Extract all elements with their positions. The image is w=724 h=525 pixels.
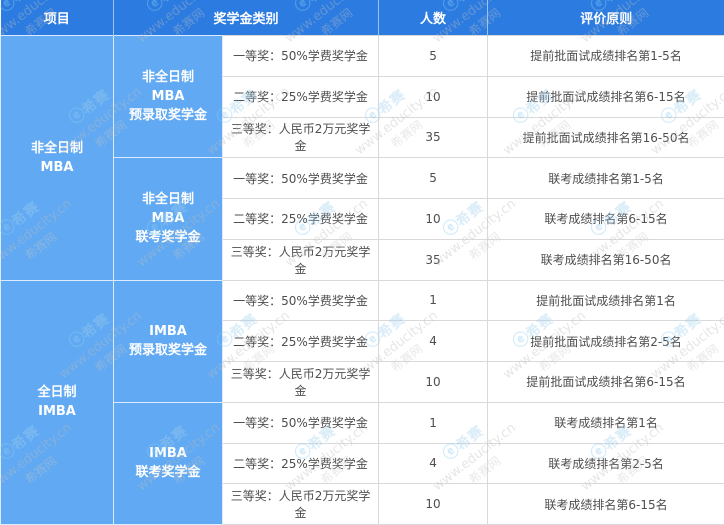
- count-cell: 10: [378, 75, 489, 118]
- header-project: 项目: [0, 0, 114, 36]
- project-cell: 非全日制 MBA: [0, 35, 114, 281]
- principle-cell: 提前批面试成绩排名第16-50名: [487, 116, 724, 159]
- count-cell: 4: [378, 442, 489, 485]
- table-body: 非全日制 MBA 非全日制 MBA 预录取奖学金 一等奖：50%学费奖学金 5 提前批面…: [0, 34, 724, 525]
- header-count: 人数: [378, 0, 488, 36]
- table-row: 非全日制 MBA 联考奖学金 一等奖：50%学费奖学金 5 联考成绩排名第1-5名: [1, 157, 724, 281]
- header-row: 项目 奖学金类别 人数 评价原则: [0, 0, 724, 36]
- principle-cell: 联考成绩排名第1-5名: [487, 157, 724, 199]
- category-cell: IMBA 联考奖学金: [113, 401, 223, 525]
- category-cell: 非全日制 MBA 预录取奖学金: [113, 34, 223, 159]
- award-cell: 三等奖：人民币2万元奖学金: [221, 238, 380, 281]
- award-cell: 二等奖：25%学费奖学金: [221, 320, 380, 362]
- principle-cell: 联考成绩排名第6-15名: [487, 483, 724, 525]
- award-cell: 一等奖：50%学费奖学金: [221, 279, 380, 322]
- count-cell: 35: [378, 116, 489, 159]
- principle-cell: 联考成绩排名第16-50名: [487, 238, 724, 281]
- award-cell: 一等奖：50%学费奖学金: [221, 157, 380, 199]
- table-row: 二等奖：25%学费奖学金 10 提前批面试成绩排名第6-15名: [1, 75, 724, 118]
- category-cell: 非全日制 MBA 联考奖学金: [113, 157, 223, 281]
- table-row: 三等奖：人民币2万元奖学金 35 联考成绩排名第16-50名: [1, 238, 724, 281]
- count-cell: 10: [378, 198, 489, 240]
- award-cell: 二等奖：25%学费奖学金: [221, 442, 380, 485]
- table-header: 项目 奖学金类别 人数 评价原则: [0, 0, 724, 36]
- table-row: 全日制 IMBA IMBA 预录取奖学金 一等奖：50%学费奖学金 1 提前批面试成绩排…: [0, 279, 724, 525]
- table-row: IMBA 联考奖学金 一等奖：50%学费奖学金 1 联考成绩排名第1名: [1, 401, 724, 525]
- table-row: 二等奖：25%学费奖学金 10 联考成绩排名第6-15名: [1, 198, 724, 240]
- table-row: 三等奖：人民币2万元奖学金 10 提前批面试成绩排名第6-15名: [1, 361, 724, 403]
- award-cell: 三等奖：人民币2万元奖学金: [221, 483, 380, 525]
- category-cell: IMBA 预录取奖学金: [113, 279, 223, 403]
- award-cell: 三等奖：人民币2万元奖学金: [221, 361, 380, 403]
- award-cell: 二等奖：25%学费奖学金: [221, 198, 380, 240]
- principle-cell: 提前批面试成绩排名第1名: [487, 279, 724, 322]
- award-cell: 一等奖：50%学费奖学金: [221, 401, 380, 444]
- table-row: 二等奖：25%学费奖学金 4 联考成绩排名第2-5名: [1, 442, 724, 485]
- count-cell: 4: [378, 320, 489, 362]
- principle-cell: 提前批面试成绩排名第6-15名: [487, 75, 724, 118]
- principle-cell: 联考成绩排名第6-15名: [487, 198, 724, 240]
- principle-cell: 联考成绩排名第1名: [487, 401, 724, 444]
- table-row: 二等奖：25%学费奖学金 4 提前批面试成绩排名第2-5名: [1, 320, 724, 362]
- count-cell: 5: [378, 35, 489, 77]
- count-cell: 35: [378, 238, 489, 281]
- table-row: 三等奖：人民币2万元奖学金 10 联考成绩排名第6-15名: [1, 483, 724, 525]
- count-cell: 1: [378, 279, 489, 322]
- header-principle: 评价原则: [487, 0, 724, 36]
- principle-cell: 提前批面试成绩排名第2-5名: [487, 320, 724, 362]
- award-cell: 一等奖：50%学费奖学金: [221, 35, 380, 77]
- header-category: 奖学金类别: [112, 0, 379, 36]
- award-cell: 三等奖：人民币2万元奖学金: [221, 116, 380, 159]
- principle-cell: 联考成绩排名第2-5名: [487, 442, 724, 485]
- principle-cell: 提前批面试成绩排名第1-5名: [487, 35, 724, 77]
- principle-cell: 提前批面试成绩排名第6-15名: [487, 361, 724, 403]
- award-cell: 二等奖：25%学费奖学金: [221, 75, 380, 118]
- project-cell: 全日制 IMBA: [0, 279, 114, 525]
- table-row: 非全日制 MBA 非全日制 MBA 预录取奖学金 一等奖：50%学费奖学金 5 提前批面…: [0, 34, 724, 281]
- count-cell: 10: [378, 361, 489, 403]
- count-cell: 10: [378, 483, 489, 525]
- count-cell: 5: [378, 157, 489, 199]
- count-cell: 1: [378, 401, 489, 444]
